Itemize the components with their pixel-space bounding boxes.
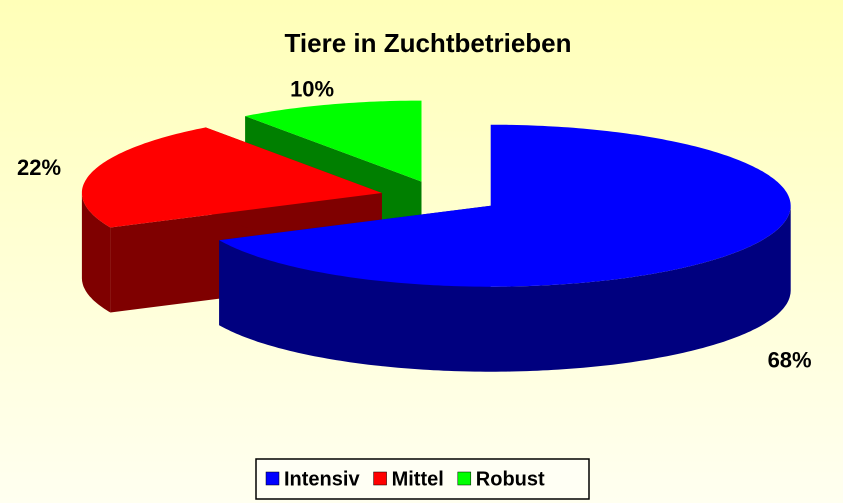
- data-label: 68%: [768, 348, 812, 373]
- slice-wall: [219, 205, 791, 372]
- pie: 10% 22% 68%: [17, 77, 812, 373]
- slice-wall: [81, 193, 111, 313]
- legend-label: Intensiv: [284, 468, 360, 490]
- legend-swatch: [457, 471, 472, 486]
- legend-box: [255, 458, 590, 500]
- legend-label: Mittel: [392, 468, 444, 490]
- legend: Intensiv Mittel Robust: [255, 458, 590, 500]
- chart-title: Tiere in Zuchtbetrieben: [284, 28, 571, 58]
- data-label: 10%: [290, 77, 334, 102]
- legend-swatch: [265, 471, 280, 486]
- slice-top: [219, 124, 791, 287]
- slice-top: [245, 100, 422, 182]
- slice-top: [81, 127, 382, 228]
- legend-swatch: [373, 471, 387, 486]
- legend-label: Robust: [476, 468, 545, 490]
- data-label: 22%: [17, 155, 61, 180]
